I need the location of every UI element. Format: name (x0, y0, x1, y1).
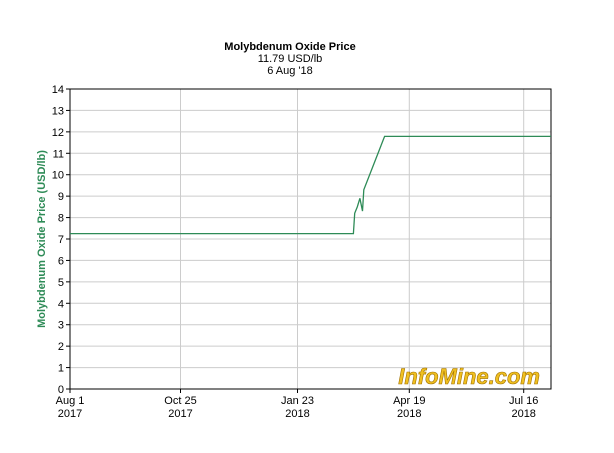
y-tick-label: 9 (58, 191, 64, 203)
x-tick-label: Aug 1 (56, 395, 85, 407)
x-tick-label: 2018 (397, 408, 421, 420)
plot-border (69, 88, 552, 390)
x-tick-label: 2018 (511, 408, 535, 420)
y-tick-label: 10 (52, 170, 64, 182)
chart-title: Molybdenum Oxide Price (224, 41, 355, 53)
y-tick-label: 0 (58, 384, 64, 396)
y-tick-label: 7 (58, 234, 64, 246)
y-tick-label: 3 (58, 320, 64, 332)
x-tick-label: Jan 23 (281, 395, 314, 407)
y-tick-label: 6 (58, 255, 64, 267)
y-tick-label: 8 (58, 213, 64, 225)
x-tick-label: Apr 19 (393, 395, 425, 407)
x-tick-label: 2017 (168, 408, 192, 420)
y-tick-label: 4 (58, 298, 64, 310)
x-tick-label: Jul 16 (509, 395, 538, 407)
y-tick-label: 1 (58, 363, 64, 375)
x-tick-label: 2017 (58, 408, 82, 420)
x-tick-label: Oct 25 (164, 395, 196, 407)
price-line (70, 135, 551, 235)
y-tick-label: 5 (58, 277, 64, 289)
y-axis-label: Molybdenum Oxide Price (USD/lb) (36, 150, 48, 328)
y-tick-label: 2 (58, 341, 64, 353)
watermark: InfoMine.com (398, 364, 540, 389)
x-tick-label: 2018 (285, 408, 309, 420)
chart-date: 6 Aug '18 (267, 65, 313, 77)
y-tick-label: 12 (52, 127, 64, 139)
y-tick-label: 11 (53, 148, 64, 160)
chart-subtitle: 11.79 USD/lb (258, 53, 323, 65)
y-tick-label: 14 (52, 84, 64, 96)
y-tick-label: 13 (52, 105, 64, 117)
